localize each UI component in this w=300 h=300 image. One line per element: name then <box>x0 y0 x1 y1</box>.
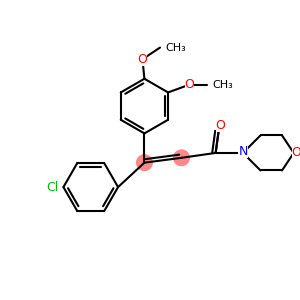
Text: CH₃: CH₃ <box>212 80 233 90</box>
Text: O: O <box>292 146 300 159</box>
Text: O: O <box>184 78 194 91</box>
Text: Cl: Cl <box>46 181 59 194</box>
Circle shape <box>136 155 152 170</box>
Circle shape <box>174 150 189 166</box>
Text: CH₃: CH₃ <box>165 43 186 52</box>
Text: O: O <box>137 53 147 66</box>
Text: O: O <box>216 119 226 132</box>
Text: N: N <box>238 146 248 158</box>
